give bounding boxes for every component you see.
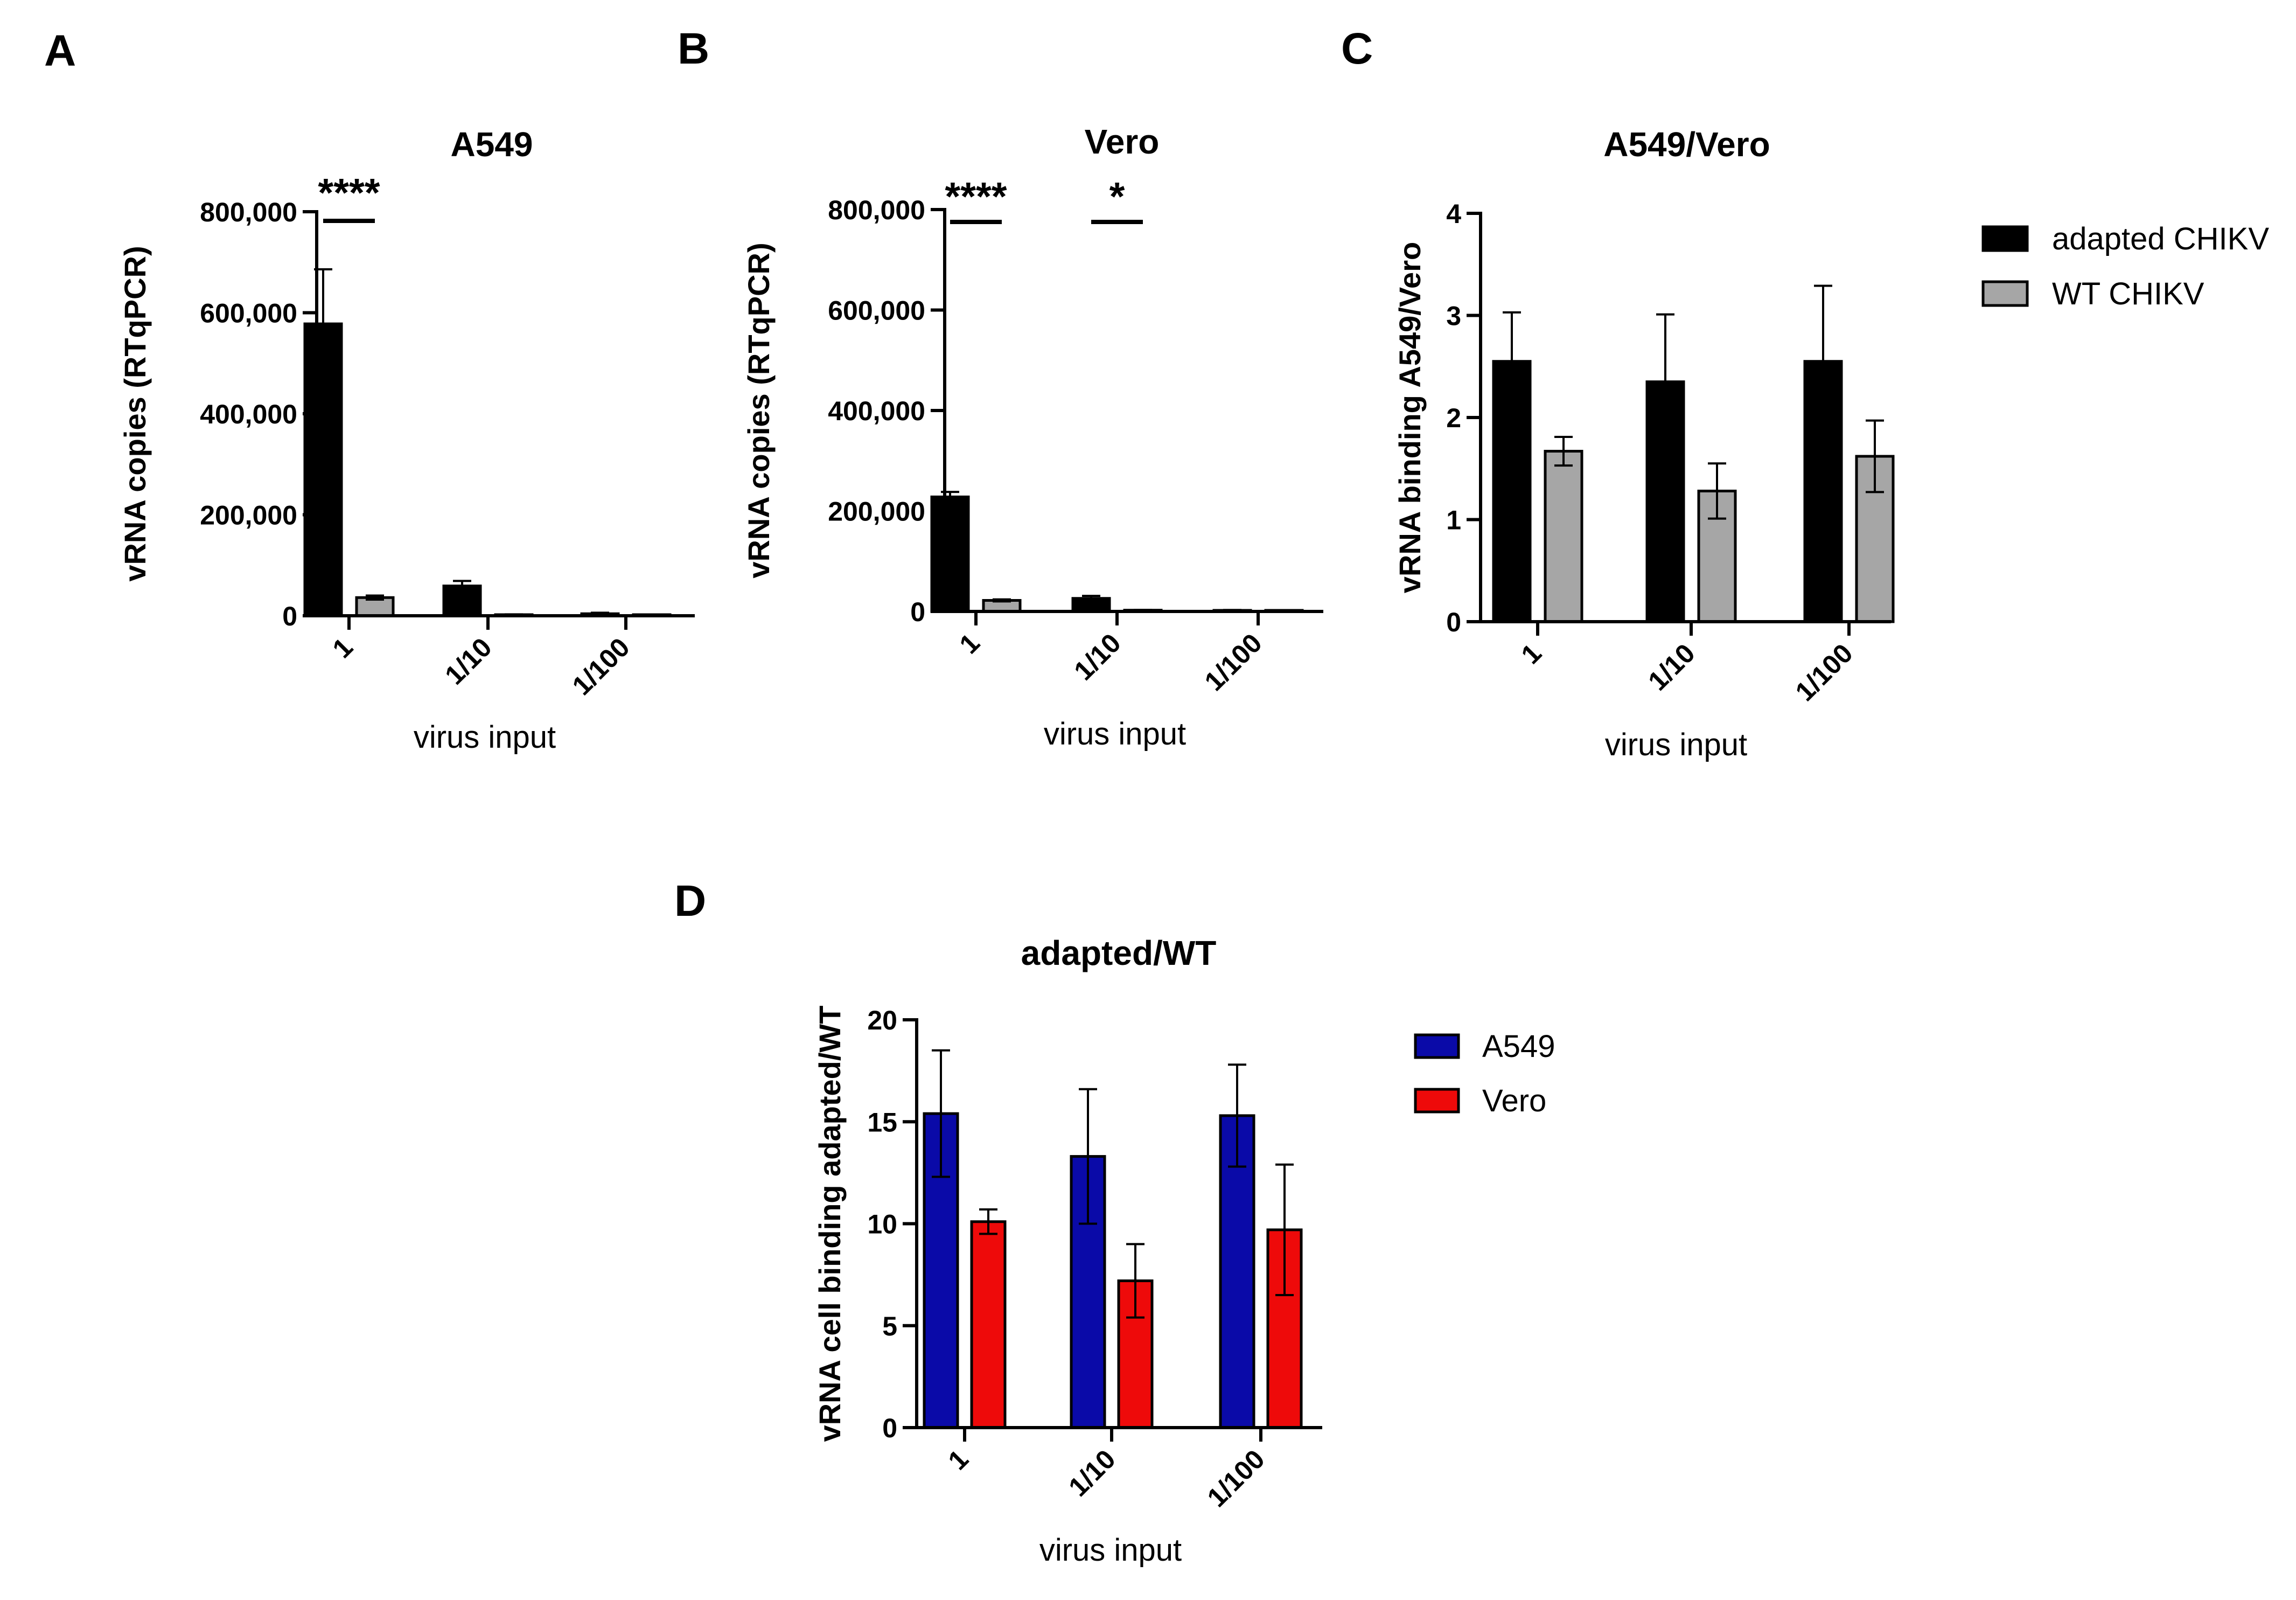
panel-a-x-tick-label: 1 (327, 632, 359, 664)
panel-d-x-tick-label: 1 (943, 1444, 974, 1476)
chart-panel-a: A549 0 200,000 400,000 600,000 800,000 1 1/10 1/… (118, 125, 695, 755)
panel-d-y-tick-label: 10 (867, 1209, 897, 1240)
panel-d-chart-title: adapted/WT (1021, 934, 1217, 972)
panel-d-x-tick-label: 1/100 (1202, 1444, 1271, 1513)
panel-a-x-axis-label: virus input (414, 720, 556, 755)
panel-label-c: C (1341, 24, 1373, 73)
panel-c-x-tick-label: 1 (1516, 638, 1547, 670)
panel-a-x-tick-label: 1/100 (567, 632, 636, 701)
panel-b-y-axis-label: vRNA copies (RTqPCR) (742, 242, 776, 578)
panel-a-y-tick-label: 200,000 (200, 500, 297, 531)
chart-panel-d: adapted/WT 0 5 10 15 20 1 1/10 1/100 vRNA cell bi… (813, 934, 1555, 1568)
panel-d-y-tick-label: 0 (882, 1413, 897, 1443)
panel-c-x-axis-label: virus input (1605, 727, 1747, 762)
panel-d-legend-label: Vero (1482, 1083, 1546, 1118)
panel-a-y-tick-label: 800,000 (200, 197, 297, 227)
panel-c-x-tick-label: 1/100 (1790, 638, 1859, 707)
panel-c-y-axis-label: vRNA binding A549/Vero (1393, 242, 1427, 593)
panel-d-y-tick-label: 20 (867, 1005, 897, 1035)
panel-label-d: D (674, 876, 706, 926)
panel-d-legend-label: A549 (1482, 1029, 1555, 1064)
panel-b-significance-label: **** (945, 174, 1007, 219)
chart-panel-b: Vero 0 200,000 400,000 600,000 800,000 1 1/10 1/… (742, 122, 1323, 752)
panel-b-chart-title: Vero (1085, 122, 1160, 161)
panel-b-y-tick-label: 600,000 (828, 296, 925, 326)
panel-d-x-axis-label: virus input (1039, 1533, 1182, 1568)
panel-d-bar (970, 1220, 1007, 1429)
panel-a-chart-title: A549 (451, 125, 533, 164)
panel-b-significance-label: * (1109, 174, 1125, 219)
panel-c-y-tick-label: 3 (1446, 301, 1461, 331)
panel-a-y-tick-label: 0 (282, 601, 297, 631)
panel-b-y-tick-label: 0 (910, 597, 925, 627)
panel-label-b: B (678, 24, 709, 73)
panel-c-legend-swatch (1981, 280, 2029, 307)
panel-c-legend-label: WT CHIKV (2052, 276, 2204, 311)
panel-b-y-tick-label: 400,000 (828, 396, 925, 426)
panel-b-x-tick-label: 1/100 (1199, 628, 1268, 697)
panel-b-y-tick-label: 200,000 (828, 497, 925, 527)
panel-d-y-tick-label: 5 (882, 1311, 897, 1341)
panel-labels: A B C D (44, 24, 1373, 926)
panel-d-y-tick-label: 15 (867, 1107, 897, 1137)
panel-c-legend-label: adapted CHIKV (2052, 221, 2269, 256)
panel-d-legend-swatch (1414, 1033, 1460, 1059)
panel-c-y-tick-label: 1 (1446, 505, 1461, 535)
panel-c-y-tick-label: 2 (1446, 403, 1461, 433)
panel-a-significance-label: **** (318, 170, 380, 215)
panel-c-y-tick-label: 0 (1446, 607, 1461, 637)
panel-c-chart-title: A549/Vero (1603, 125, 1770, 164)
panel-a-y-tick-label: 600,000 (200, 298, 297, 329)
panel-c-bar (1544, 450, 1583, 623)
panel-label-a: A (44, 26, 76, 75)
panel-c-x-tick-label: 1/10 (1642, 638, 1700, 696)
panel-c-y-tick-label: 4 (1446, 199, 1461, 229)
panel-d-y-axis-label: vRNA cell binding adapted/WT (813, 1006, 847, 1442)
panel-b-x-tick-label: 1/10 (1068, 628, 1126, 686)
panel-a-y-tick-label: 400,000 (200, 399, 297, 429)
panel-d-legend-swatch (1414, 1088, 1460, 1114)
chart-panel-c: A549/Vero 0 1 2 3 4 1 1/10 1/100 vRNA binding A54… (1393, 125, 2269, 762)
panel-a-y-axis-label: vRNA copies (RTqPCR) (118, 246, 152, 581)
panel-b-x-tick-label: 1 (954, 628, 986, 659)
panel-b-y-tick-label: 800,000 (828, 195, 925, 225)
panel-c-legend-swatch (1981, 225, 2029, 252)
panel-b-bar (930, 495, 970, 613)
panel-a-x-tick-label: 1/10 (439, 632, 497, 690)
panel-b-x-axis-label: virus input (1044, 716, 1186, 752)
panel-d-x-tick-label: 1/10 (1063, 1444, 1121, 1502)
